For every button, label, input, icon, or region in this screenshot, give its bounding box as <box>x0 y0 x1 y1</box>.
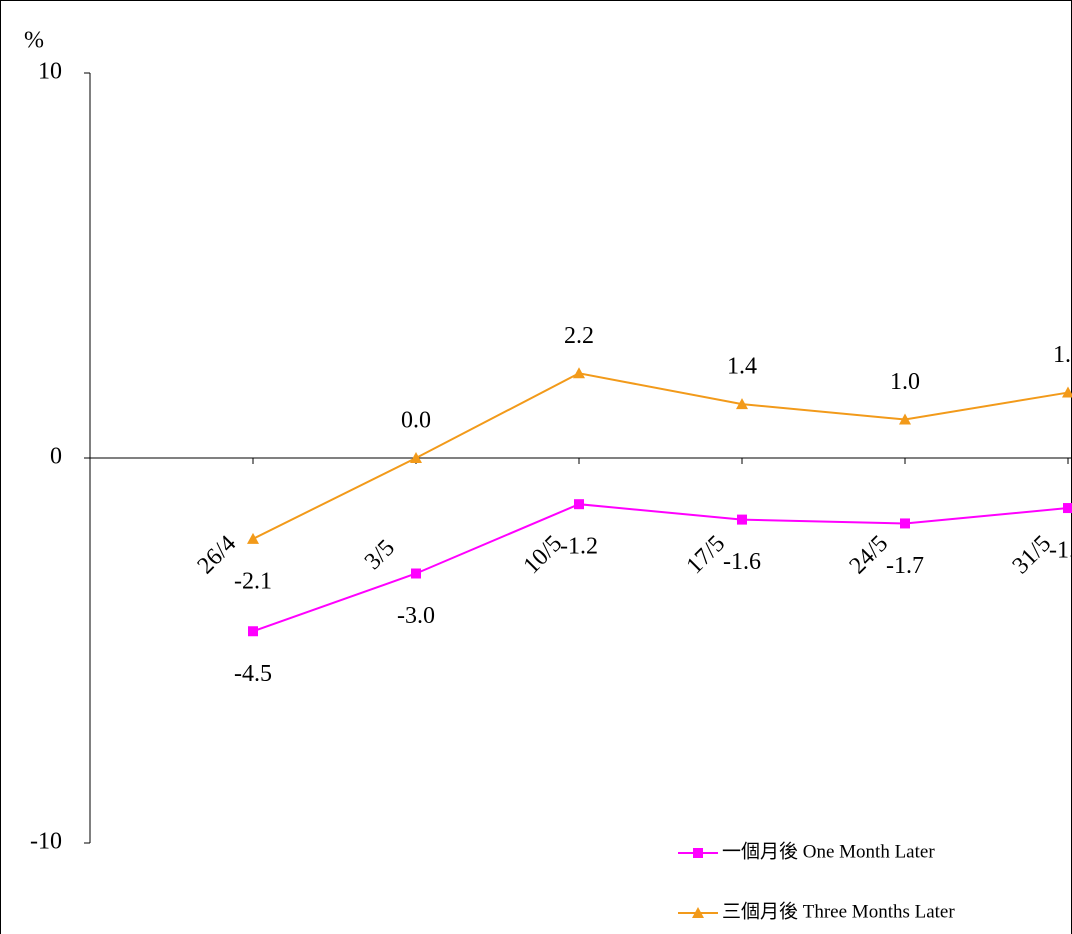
value-label: -3.0 <box>397 603 435 629</box>
point <box>1062 386 1072 398</box>
value-label: 1.4 <box>727 354 757 380</box>
y-tick-label: 0 <box>50 444 62 470</box>
point <box>1063 503 1072 514</box>
point <box>899 413 911 425</box>
legend-marker <box>692 907 704 918</box>
value-label: 0.0 <box>401 408 431 434</box>
value-label: -1.2 <box>560 534 598 560</box>
value-label: 2.2 <box>564 323 594 349</box>
series-line <box>252 503 1069 633</box>
point <box>737 514 747 525</box>
point <box>900 518 910 529</box>
y-tick-label: -10 <box>30 829 62 855</box>
value-label: -1.7 <box>886 553 924 579</box>
point <box>411 568 421 579</box>
legend-label: 三個月後 Three Months Later <box>722 900 955 922</box>
legend-label: 一個月後 One Month Later <box>722 840 935 862</box>
value-label: -1.3 <box>1049 538 1072 564</box>
value-label: -2.1 <box>234 568 272 594</box>
point <box>248 626 258 637</box>
y-axis-label: % <box>24 28 44 54</box>
point <box>247 532 259 544</box>
value-label: -1.6 <box>723 549 761 575</box>
point <box>573 367 585 379</box>
point <box>574 499 584 510</box>
value-label: 1.0 <box>890 369 920 395</box>
value-label: 1.7 <box>1053 342 1072 368</box>
point <box>736 398 748 410</box>
point <box>410 452 422 463</box>
value-label: -4.5 <box>234 661 272 687</box>
y-tick-label: 10 <box>38 59 62 85</box>
series-line <box>252 372 1069 540</box>
legend-marker <box>693 848 703 858</box>
x-tick-label: 3/5 <box>360 535 400 575</box>
